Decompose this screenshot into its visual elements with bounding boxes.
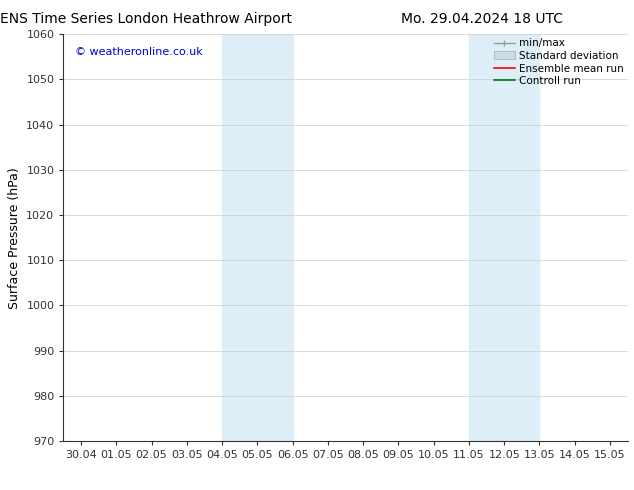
Bar [469, 34, 540, 441]
Text: Mo. 29.04.2024 18 UTC: Mo. 29.04.2024 18 UTC [401, 12, 563, 26]
Bar [222, 34, 293, 441]
Text: ENS Time Series London Heathrow Airport: ENS Time Series London Heathrow Airport [0, 12, 292, 26]
Text: © weatheronline.co.uk: © weatheronline.co.uk [75, 47, 202, 56]
Legend: min/max, Standard deviation, Ensemble mean run, Controll run: min/max, Standard deviation, Ensemble me… [491, 36, 626, 88]
Y-axis label: Surface Pressure (hPa): Surface Pressure (hPa) [8, 167, 21, 309]
